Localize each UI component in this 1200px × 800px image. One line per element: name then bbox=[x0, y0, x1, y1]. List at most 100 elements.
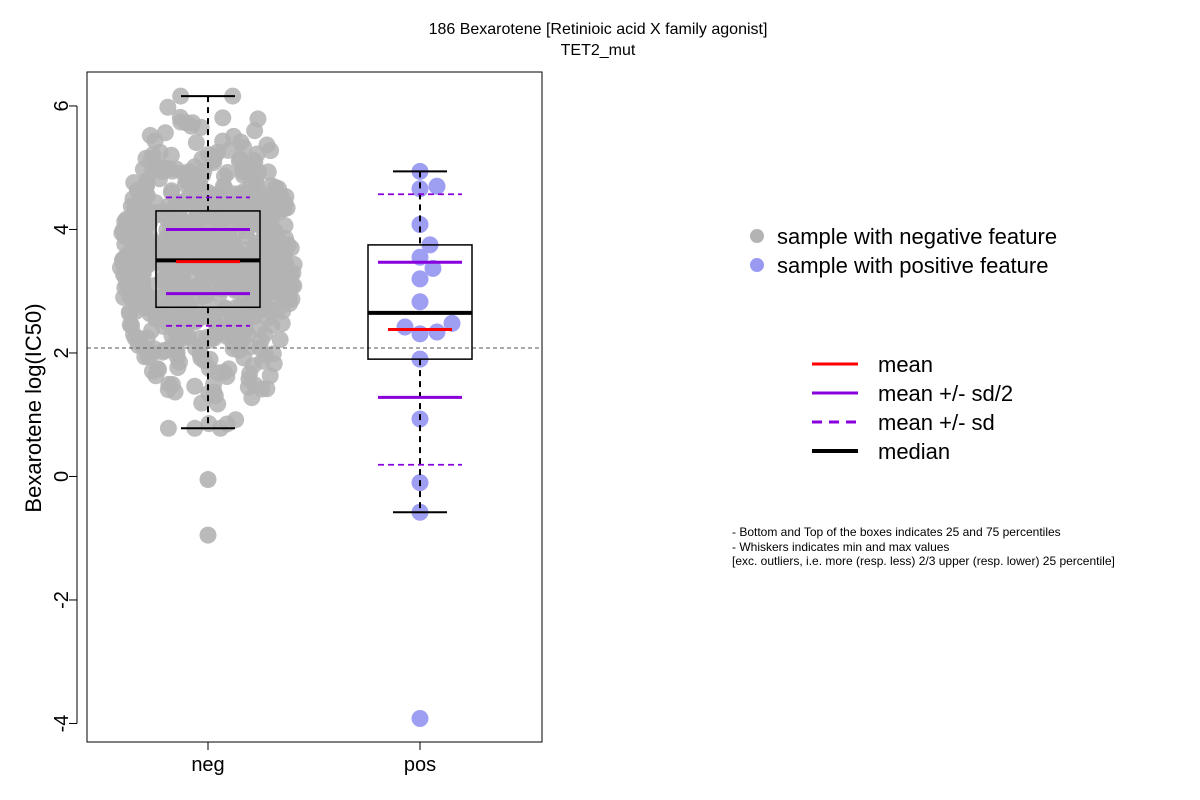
note-line: [exc. outliers, i.e. more (resp. less) 2… bbox=[732, 554, 1115, 568]
data-point bbox=[162, 146, 180, 164]
data-point bbox=[130, 215, 148, 233]
legend-point-swatch bbox=[750, 258, 764, 272]
data-point bbox=[181, 218, 199, 236]
legend-lines: mean mean +/- sd/2 mean +/- sd median bbox=[812, 352, 1013, 464]
data-point bbox=[428, 177, 446, 195]
data-point bbox=[424, 259, 442, 277]
data-point bbox=[168, 343, 186, 361]
y-tick-label: 2 bbox=[51, 347, 73, 358]
data-point bbox=[124, 190, 142, 208]
data-point bbox=[242, 277, 260, 295]
data-point bbox=[167, 160, 185, 178]
data-point bbox=[249, 293, 267, 311]
data-point bbox=[411, 180, 429, 198]
notes: - Bottom and Top of the boxes indicates … bbox=[732, 525, 1115, 568]
legend-line-label: median bbox=[878, 439, 950, 464]
data-point bbox=[187, 134, 205, 152]
data-point bbox=[218, 227, 236, 245]
data-point bbox=[143, 249, 161, 267]
data-point bbox=[180, 280, 198, 298]
data-point bbox=[214, 132, 232, 150]
data-point bbox=[210, 307, 228, 325]
data-point bbox=[263, 316, 281, 334]
data-point bbox=[411, 293, 429, 311]
data-point bbox=[411, 325, 429, 343]
data-point bbox=[258, 193, 276, 211]
note-line: - Whiskers indicates min and max values bbox=[732, 540, 949, 554]
data-point bbox=[165, 297, 183, 315]
data-point bbox=[271, 331, 289, 349]
data-point bbox=[137, 177, 155, 195]
stats-layer bbox=[87, 95, 542, 514]
data-point bbox=[158, 211, 176, 229]
data-point bbox=[428, 323, 446, 341]
data-point bbox=[178, 308, 196, 326]
y-tick-label: -4 bbox=[51, 715, 73, 733]
data-point bbox=[113, 224, 131, 242]
data-point bbox=[184, 114, 202, 132]
note-line: - Bottom and Top of the boxes indicates … bbox=[732, 525, 1061, 539]
data-point bbox=[411, 216, 429, 234]
data-point bbox=[159, 419, 177, 437]
box bbox=[367, 244, 473, 360]
data-point bbox=[159, 98, 177, 116]
data-point bbox=[262, 142, 280, 160]
data-point bbox=[241, 365, 259, 383]
y-tick-label: 4 bbox=[51, 224, 73, 235]
data-point bbox=[222, 201, 240, 219]
data-point bbox=[262, 303, 280, 321]
data-point bbox=[230, 341, 248, 359]
data-point bbox=[253, 352, 271, 370]
legend-line-label: mean +/- sd bbox=[878, 410, 995, 435]
chart-title: 186 Bexarotene [Retinioic acid X family … bbox=[429, 21, 768, 38]
data-point bbox=[258, 237, 276, 255]
data-point bbox=[147, 307, 165, 325]
legend-point-label: sample with positive feature bbox=[777, 253, 1048, 278]
data-point bbox=[215, 178, 233, 196]
y-axis: -4 -2 0 2 4 6 bbox=[51, 100, 78, 733]
data-point bbox=[158, 281, 176, 299]
data-point bbox=[186, 377, 204, 395]
data-point bbox=[121, 305, 139, 323]
data-point bbox=[147, 367, 165, 385]
chart-subtitle: TET2_mut bbox=[561, 42, 636, 59]
data-point bbox=[205, 375, 223, 393]
data-point bbox=[274, 200, 292, 218]
data-point bbox=[172, 87, 190, 105]
data-point bbox=[411, 270, 429, 288]
data-point bbox=[250, 163, 268, 181]
legend-point-label: sample with negative feature bbox=[777, 224, 1057, 249]
x-tick-label: pos bbox=[404, 754, 436, 776]
data-point bbox=[214, 109, 232, 127]
data-point bbox=[243, 389, 261, 407]
data-point bbox=[215, 363, 233, 381]
data-point bbox=[244, 187, 262, 205]
data-point bbox=[411, 710, 429, 728]
legend-points: sample with negative feature sample with … bbox=[750, 224, 1057, 278]
data-point bbox=[204, 225, 222, 243]
y-tick-label: 0 bbox=[51, 471, 73, 482]
data-point bbox=[163, 326, 181, 344]
x-axis: neg pos bbox=[191, 741, 436, 776]
data-point bbox=[235, 138, 253, 156]
data-point bbox=[150, 170, 168, 188]
data-point bbox=[157, 268, 175, 286]
points-layer bbox=[111, 87, 461, 728]
data-point bbox=[181, 162, 199, 180]
data-point bbox=[146, 132, 164, 150]
data-point bbox=[227, 411, 245, 429]
data-point bbox=[228, 270, 246, 288]
data-point bbox=[285, 255, 303, 273]
legend-line-label: mean bbox=[878, 352, 933, 377]
data-point bbox=[138, 329, 156, 347]
data-point bbox=[166, 383, 184, 401]
data-point bbox=[249, 110, 267, 128]
data-point bbox=[135, 299, 153, 317]
y-tick-label: 6 bbox=[51, 100, 73, 111]
outlier-point bbox=[199, 526, 217, 544]
data-point bbox=[154, 236, 172, 254]
data-point bbox=[136, 348, 154, 366]
data-point bbox=[113, 251, 131, 269]
y-axis-label: Bexarotene log(IC50) bbox=[21, 303, 46, 512]
legend-point-swatch bbox=[750, 229, 764, 243]
